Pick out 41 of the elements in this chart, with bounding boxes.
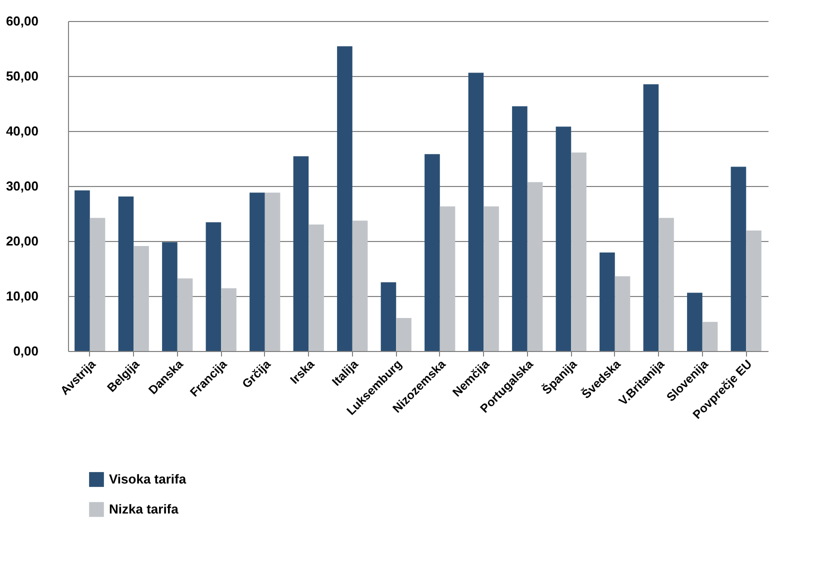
y-tick-label: 50,00 xyxy=(6,68,38,84)
bar xyxy=(118,196,134,351)
y-tick-label: 10,00 xyxy=(6,288,38,304)
bar xyxy=(556,126,572,351)
bar xyxy=(396,318,412,351)
bar xyxy=(527,182,543,351)
bar xyxy=(337,46,352,351)
y-tick-label: 20,00 xyxy=(6,234,38,248)
bar xyxy=(264,192,280,351)
bar xyxy=(440,206,456,351)
bar xyxy=(221,288,236,351)
bar xyxy=(702,322,718,351)
bar xyxy=(177,278,193,351)
bar xyxy=(134,246,149,351)
bar xyxy=(74,190,90,351)
y-tick-label: 60,00 xyxy=(6,14,38,28)
y-tick-label: 30,00 xyxy=(6,178,38,194)
bar xyxy=(468,72,484,351)
bar xyxy=(162,242,178,351)
bar xyxy=(571,152,586,351)
bar xyxy=(206,222,222,351)
bar xyxy=(658,218,674,351)
bar xyxy=(90,218,106,351)
bar xyxy=(308,224,324,351)
y-tick-label: 0,00 xyxy=(13,344,38,358)
bar xyxy=(380,282,396,351)
bar xyxy=(643,84,659,351)
bar xyxy=(424,154,440,351)
bar xyxy=(746,230,762,351)
y-tick-label: 40,00 xyxy=(6,124,38,138)
bar xyxy=(730,166,746,351)
legend-label: Visoka tarifa xyxy=(109,472,187,486)
bar xyxy=(484,206,499,351)
bar xyxy=(600,252,615,351)
bar xyxy=(250,192,265,351)
bar xyxy=(293,156,309,351)
bar xyxy=(512,106,528,351)
bar xyxy=(687,292,702,351)
bar xyxy=(614,276,630,351)
legend-label: Nizka tarifa xyxy=(109,502,180,516)
bar xyxy=(352,220,368,351)
